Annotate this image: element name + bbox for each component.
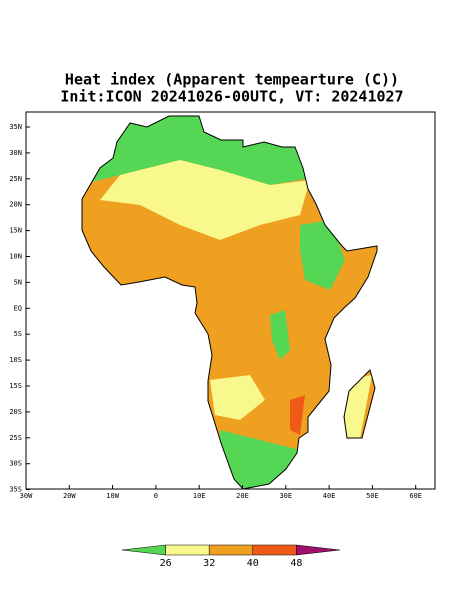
lat-label: 30N bbox=[9, 149, 22, 157]
title: Heat index (Apparent tempearture (C)) bbox=[65, 71, 399, 89]
lat-label: 35N bbox=[9, 123, 22, 131]
coastline bbox=[81, 115, 378, 490]
colorbar-segment bbox=[121, 544, 166, 556]
lon-label: 10W bbox=[106, 492, 119, 500]
lon-label: 20E bbox=[236, 492, 249, 500]
colorbar-segment bbox=[252, 544, 297, 556]
colorbar-segment bbox=[296, 544, 341, 556]
lon-label: 60E bbox=[409, 492, 422, 500]
lon-label: 10E bbox=[193, 492, 206, 500]
lon-label: 50E bbox=[366, 492, 379, 500]
lat-label: 30S bbox=[9, 460, 22, 468]
colorbar-label: 48 bbox=[290, 558, 302, 569]
lat-label: 35S bbox=[9, 486, 22, 494]
lat-label: 25S bbox=[9, 434, 22, 442]
lon-label: 30W bbox=[20, 492, 33, 500]
lon-label: 20W bbox=[63, 492, 76, 500]
lat-label: EQ bbox=[14, 304, 22, 312]
colorbar-segment bbox=[165, 544, 210, 556]
lon-labels: 30W 20W 10W 0 10E 20E 30E 40E 50E 60E bbox=[20, 485, 422, 500]
lat-label: 15S bbox=[9, 382, 22, 390]
colorbar-label: 40 bbox=[247, 558, 259, 569]
lat-label: 15N bbox=[9, 227, 22, 235]
lon-label: 30E bbox=[279, 492, 292, 500]
colorbar-label: 32 bbox=[203, 558, 215, 569]
lat-label: 10S bbox=[9, 356, 22, 364]
lon-label: 0 bbox=[154, 492, 158, 500]
lat-label: 20S bbox=[9, 408, 22, 416]
lat-label: 10N bbox=[9, 253, 22, 261]
colorbar-label: 26 bbox=[160, 558, 172, 569]
colorbar: 26 32 40 48 bbox=[121, 544, 341, 569]
lat-label: 5N bbox=[14, 278, 22, 286]
lat-label: 5S bbox=[14, 330, 22, 338]
lat-labels: 35N 30N 25N 20N 15N 10N 5N EQ 5S 10S 15S 20S 25S 30S 3… bbox=[9, 123, 30, 494]
colorbar-segment bbox=[208, 544, 254, 556]
lat-label: 25N bbox=[9, 175, 22, 183]
lon-label: 40E bbox=[323, 492, 336, 500]
lat-label: 20N bbox=[9, 201, 22, 209]
subtitle: Init:ICON 20241026-00UTC, VT: 20241027 bbox=[60, 88, 403, 106]
